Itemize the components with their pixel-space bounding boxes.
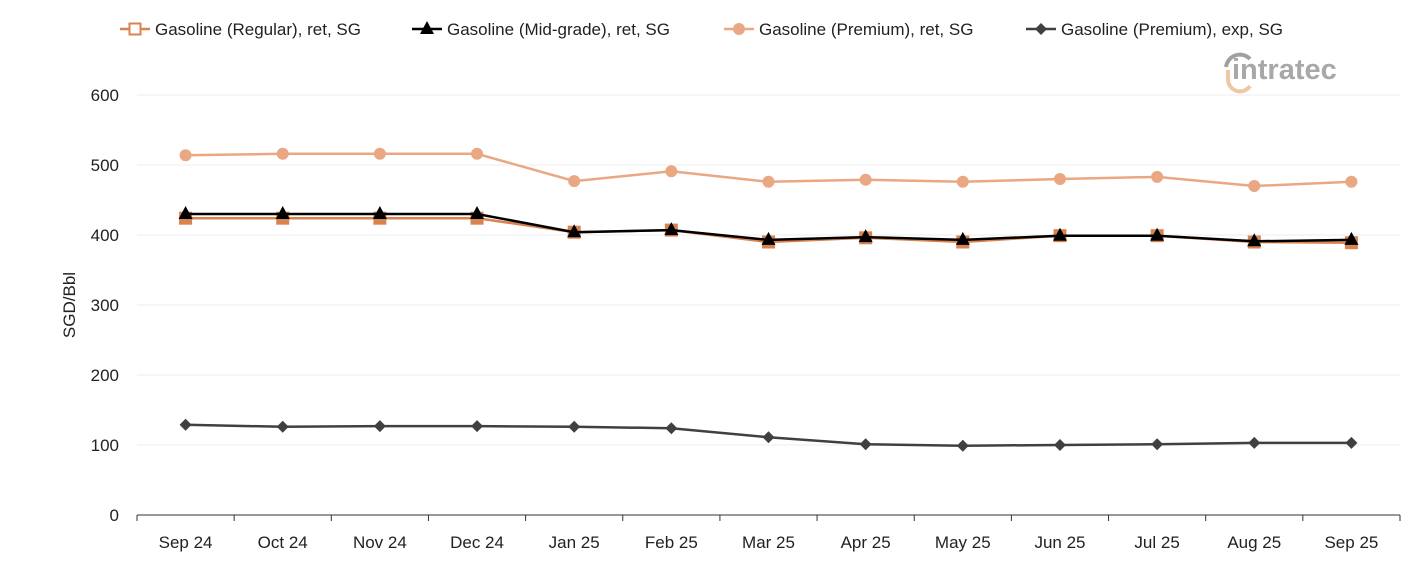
x-tick-label: Aug 25 [1227,533,1281,552]
grid [137,94,1400,516]
marker-diamond [179,418,192,431]
marker-triangle [858,229,873,243]
legend-item: Gasoline (Premium), exp, SG [1026,20,1283,39]
marker-triangle [275,206,290,219]
x-tick-label: Sep 24 [159,533,213,552]
marker-diamond [859,438,872,451]
marker-diamond [762,431,775,444]
x-tick-label: Nov 24 [353,533,407,552]
marker-circle [956,175,969,188]
x-tick-label: Oct 24 [258,533,308,552]
legend-label: Gasoline (Premium), exp, SG [1061,20,1283,39]
marker-square [128,22,142,36]
intratec-logo: intratec [1224,52,1337,94]
y-axis-label: SGD/Bbl [60,272,79,338]
y-tick-label: 400 [91,226,119,245]
marker-triangle [470,206,485,219]
marker-triangle [664,222,679,236]
logo-text: intratec [1232,54,1337,86]
x-tick-label: Jun 25 [1034,533,1085,552]
marker-circle [471,147,484,160]
x-axis: Sep 24 Oct 24 Nov 24 Dec 24 Jan 25 Feb 25 Mar … [136,515,1401,552]
marker-circle [179,149,192,162]
y-tick-label: 100 [91,436,119,455]
x-tick-label: Dec 24 [450,533,504,552]
series-group [178,147,1359,452]
x-tick-label: Mar 25 [742,533,795,552]
x-tick-label: Sep 25 [1324,533,1378,552]
legend-label: Gasoline (Regular), ret, SG [155,20,361,39]
x-tick-label: Jan 25 [549,533,600,552]
marker-diamond [1053,439,1066,451]
marker-triangle [1150,227,1165,241]
legend-item: Gasoline (Premium), ret, SG [724,20,973,39]
series-triangle [178,206,1359,247]
series-circle [179,147,1358,192]
series-diamond [179,418,1358,452]
marker-triangle [372,206,387,219]
marker-circle [762,175,775,188]
marker-diamond [1151,438,1164,451]
marker-circle [1345,175,1358,188]
marker-circle [1151,170,1164,183]
marker-triangle [1344,231,1359,245]
y-tick-label: 500 [91,156,119,175]
marker-diamond [665,422,678,435]
legend-label: Gasoline (Premium), ret, SG [759,20,973,39]
marker-circle [373,147,386,160]
x-tick-label: Apr 25 [841,533,891,552]
marker-diamond [373,420,386,433]
y-tick-label: 0 [110,506,119,525]
y-axis: 0 100 200 300 400 500 600 [91,86,119,525]
marker-triangle [1247,233,1262,247]
marker-diamond [956,439,969,452]
marker-circle [1053,173,1066,185]
marker-diamond [1035,23,1047,35]
marker-diamond [1248,436,1261,449]
marker-triangle [178,206,193,219]
legend-item: Gasoline (Regular), ret, SG [120,20,361,39]
y-tick-label: 200 [91,366,119,385]
marker-diamond [471,420,484,433]
marker-diamond [276,420,289,433]
legend-item: Gasoline (Mid-grade), ret, SG [412,20,670,39]
marker-circle [859,173,872,186]
x-tick-label: Jul 25 [1134,533,1179,552]
marker-diamond [568,420,581,433]
y-tick-label: 300 [91,296,119,315]
marker-circle [1248,180,1261,192]
y-tick-label: 600 [91,86,119,105]
marker-triangle [955,231,970,245]
x-tick-label: May 25 [935,533,991,552]
marker-circle [665,165,678,178]
marker-circle [568,175,581,188]
marker-triangle [761,231,776,245]
marker-triangle [1052,227,1067,241]
marker-triangle [420,21,434,34]
marker-circle [733,23,745,35]
marker-circle [276,147,289,160]
x-tick-label: Feb 25 [645,533,698,552]
legend: Gasoline (Regular), ret, SG Gasoline (Mid… [120,20,1283,39]
legend-label: Gasoline (Mid-grade), ret, SG [447,20,670,39]
marker-diamond [1345,436,1358,449]
marker-triangle [567,224,582,238]
